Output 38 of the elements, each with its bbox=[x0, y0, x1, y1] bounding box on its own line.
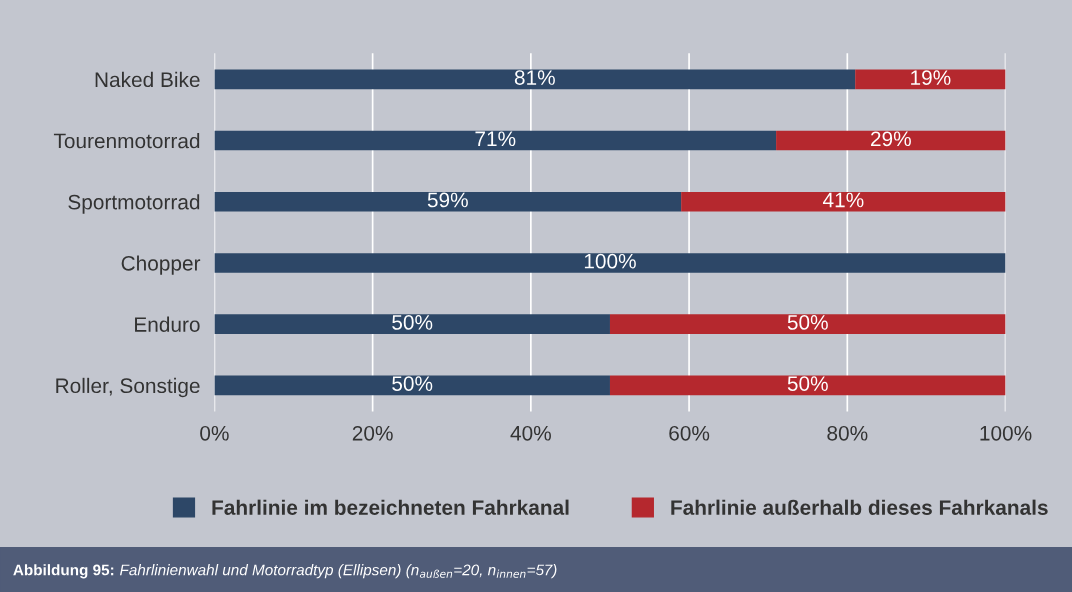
x-tick-label: 20% bbox=[352, 425, 393, 441]
bar bbox=[609, 314, 1006, 334]
data-label: 100% bbox=[584, 253, 636, 269]
bar bbox=[214, 253, 1006, 273]
bar bbox=[609, 375, 1006, 396]
y-tick-label: Chopper bbox=[121, 255, 201, 275]
legend-label: Fahrlinie außerhalb dieses Fahrkanals bbox=[671, 499, 1048, 515]
x-tick-label: 60% bbox=[669, 425, 710, 441]
data-label: 50% bbox=[392, 376, 433, 391]
data-label: 71% bbox=[475, 131, 516, 147]
data-label: 41% bbox=[822, 192, 864, 208]
bar bbox=[214, 375, 610, 396]
bar bbox=[214, 191, 682, 212]
x-tick-label: 100% bbox=[980, 425, 1032, 441]
y-tick-label: Tourenmotorrad bbox=[53, 133, 200, 149]
x-tick-label: 80% bbox=[827, 425, 868, 441]
y-tick-label: Naked Bike bbox=[95, 71, 200, 88]
text: Fahrlinienwahl und Motorradtyp (Ellipsen) (n$_{außen}$=20, n$_{innen}$=57) bbox=[120, 564, 557, 579]
data-label: 19% bbox=[911, 70, 951, 85]
x-tick-label: 0% bbox=[200, 425, 229, 441]
y-tick-label: Sportmotorrad bbox=[68, 194, 200, 214]
y-tick-label: Enduro bbox=[135, 316, 200, 332]
bar bbox=[776, 130, 1006, 151]
y-tick-label: Roller, Sonstige bbox=[56, 377, 200, 398]
legend-label: Fahrlinie im bezeichneten Fahrkanal bbox=[212, 499, 569, 515]
bar bbox=[681, 191, 1006, 212]
data-label: 50% bbox=[787, 315, 828, 330]
bar bbox=[855, 69, 1006, 90]
x-tick-label: 40% bbox=[510, 425, 551, 441]
data-label: 29% bbox=[871, 131, 911, 147]
data-label: 50% bbox=[787, 376, 828, 391]
data-label: 59% bbox=[427, 192, 468, 208]
bar bbox=[214, 69, 856, 90]
data-label: 81% bbox=[514, 70, 555, 85]
text: Abbildung 95: bbox=[13, 564, 114, 579]
bar bbox=[214, 130, 777, 151]
data-label: 50% bbox=[392, 315, 433, 330]
bar bbox=[214, 314, 610, 334]
